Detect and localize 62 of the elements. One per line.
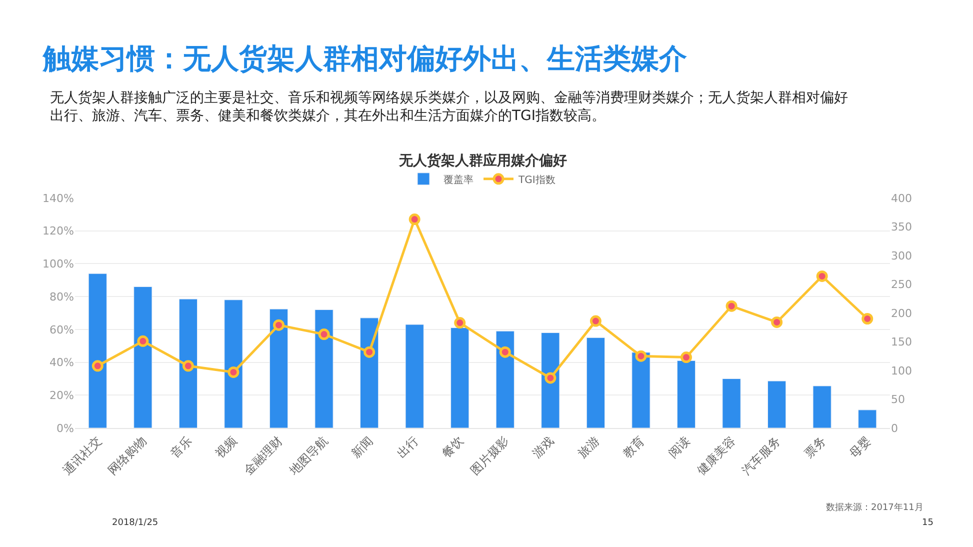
y-tick-label: 20% [50,388,74,402]
text: 2018/1/25 [112,518,158,528]
x-tick-label: 旅游 [575,434,602,461]
x-tick-label: 母婴 [846,434,874,461]
point [499,346,511,358]
y-tick-label: 100% [42,258,74,271]
x-tick-label: 票务 [802,434,828,461]
y2-tick-label: 250 [891,278,912,292]
x-tick-label: 汽车服务 [739,434,784,478]
point [182,360,194,372]
x-tick-label: 图片摄影 [468,434,512,478]
point [408,214,420,226]
point [318,328,330,340]
legend-label: 覆盖率 [444,174,474,186]
point [228,366,240,378]
y2-tick-label: 150 [891,336,912,349]
x-tick-label: 网络购物 [105,434,150,478]
x-tick-label: 音乐 [168,434,195,461]
text: 15 [922,518,934,528]
point [273,319,284,331]
x-tick-label: 出行 [394,434,421,461]
y2-tick-label: 100 [891,364,912,378]
y2-tick-label: 400 [891,192,912,205]
x-tick-label: 游戏 [530,434,557,461]
x-tick-label: 健康美容 [694,434,738,478]
y2-tick-label: 200 [891,306,912,320]
y-tick-label: 60% [50,323,74,336]
point [364,346,376,358]
text: 无人货架人群接触广泛的主要是社交、音乐和视频等网络娱乐类媒介，以及网购、金融等消费理财类媒介；无人货架人群相对偏好出行、旅游、汽车、票务、健美和餐饮类媒介，其在外出和生活方面媒介的TGI指数较高。 [50,90,848,124]
y-tick-label: 120% [42,224,74,238]
x-tick-label: 金融理财 [241,434,286,478]
y-tick-label: 140% [42,192,74,205]
x-tick-label: 餐饮 [439,434,466,461]
legend-label: TGI指数 [518,174,556,186]
point [92,360,104,372]
y2-tick-label: 300 [891,249,912,262]
x-tick-label: 教育 [620,434,648,461]
chart-title: 无人货架人群应用媒介偏好 [398,152,567,169]
y-tick-label: 0% [56,422,74,435]
x-tick-label: 阅读 [666,434,693,461]
x-tick-label: 通讯社交 [60,434,104,478]
point [680,352,692,364]
y-tick-label: 40% [50,356,74,370]
text: 触媒习惯：无人货架人群相对偏好外出、生活类媒介 [42,42,687,75]
y2-tick-label: 0 [891,422,898,435]
point [862,313,874,324]
point [590,315,602,327]
bar [858,410,877,428]
point [726,300,738,312]
x-tick-label: 地图导航 [286,434,330,478]
point [771,316,783,328]
x-tick-label: 视频 [212,434,240,461]
point [635,350,647,362]
y2-tick-label: 350 [891,220,912,234]
point [137,335,149,347]
source-note: 数据来源：2017年11月 [826,502,924,513]
y2-tick-label: 50 [891,393,905,406]
x-tick-label: 新闻 [348,434,376,461]
point [544,372,556,384]
point [816,270,828,282]
point [454,317,466,329]
y-tick-label: 80% [50,290,74,304]
